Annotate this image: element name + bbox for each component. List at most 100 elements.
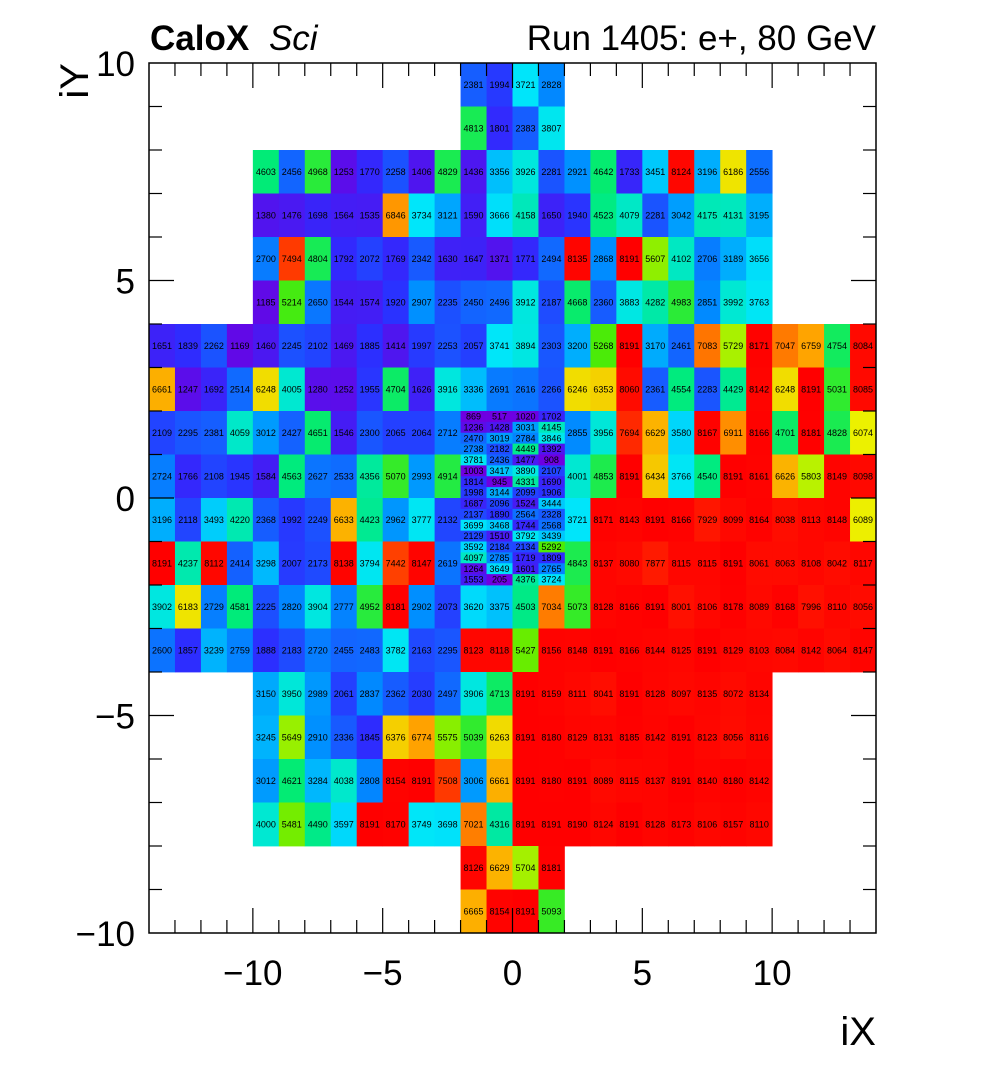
cell-value-label: 2061 xyxy=(334,689,354,699)
cell-value-label: 5427 xyxy=(515,645,535,655)
y-axis-label: iY xyxy=(53,63,97,99)
heatmap-cell xyxy=(512,150,539,194)
heatmap-fine-cell xyxy=(486,541,513,553)
heatmap-cell xyxy=(642,628,669,673)
heatmap-cell xyxy=(278,324,306,368)
cell-value-label: 8191 xyxy=(593,645,613,655)
cell-value-label: 2483 xyxy=(360,645,380,655)
heatmap-cell xyxy=(590,802,617,847)
heatmap-fine-cell xyxy=(486,574,513,586)
heatmap-cell xyxy=(824,454,851,499)
heatmap-fine-cell xyxy=(486,530,513,542)
cell-value-label: 2295 xyxy=(438,645,458,655)
cell-value-label: 2855 xyxy=(567,428,587,438)
fine-cell-value-label: 3846 xyxy=(541,433,561,443)
heatmap-cell xyxy=(382,367,410,412)
heatmap-cell xyxy=(642,498,669,542)
heatmap-cell xyxy=(356,150,384,194)
heatmap-cell xyxy=(149,454,176,499)
heatmap-cell xyxy=(330,411,358,455)
fine-cell-value-label: 2436 xyxy=(490,455,510,465)
heatmap-cell xyxy=(720,237,747,281)
heatmap-cell xyxy=(850,541,877,586)
heatmap-fine-cell xyxy=(486,498,513,510)
run-info: Run 1405: e+, 80 GeV xyxy=(527,19,877,58)
heatmap-cell xyxy=(278,237,306,281)
heatmap-cell xyxy=(226,411,254,455)
fine-cell-value-label: 1814 xyxy=(464,477,484,487)
cell-value-label: 2907 xyxy=(412,297,432,307)
heatmap-cell xyxy=(434,193,461,238)
cell-value-label: 2187 xyxy=(541,297,561,307)
heatmap-cell xyxy=(149,324,176,368)
heatmap-cell xyxy=(304,715,332,760)
heatmap-cell xyxy=(564,454,591,499)
heatmap-cell xyxy=(252,759,280,803)
heatmap-fine-cell xyxy=(460,421,487,434)
heatmap-cell xyxy=(590,541,617,586)
heatmap-cell xyxy=(356,628,384,673)
cell-value-label: 1169 xyxy=(230,341,249,351)
cell-value-label: 7021 xyxy=(464,819,484,829)
cell-value-label: 6661 xyxy=(490,776,510,786)
heatmap-cell xyxy=(382,541,410,586)
heatmap-cell xyxy=(668,541,695,586)
cell-value-label: 6629 xyxy=(490,863,510,873)
fine-cell-value-label: 2129 xyxy=(464,531,484,541)
cell-value-label: 7047 xyxy=(775,341,795,351)
cell-value-label: 7508 xyxy=(438,776,458,786)
heatmap-cell xyxy=(564,193,591,238)
heatmap-cell xyxy=(330,498,358,542)
cell-value-label: 2461 xyxy=(671,341,691,351)
cell-value-label: 4642 xyxy=(593,167,613,177)
heatmap-cell xyxy=(720,498,747,542)
cell-value-label: 8125 xyxy=(671,645,691,655)
cell-value-label: 4853 xyxy=(593,471,613,481)
cell-value-label: 4079 xyxy=(619,210,639,220)
heatmap-cell xyxy=(382,193,410,238)
heatmap-cell xyxy=(330,628,358,673)
cell-value-label: 4038 xyxy=(334,776,354,786)
heatmap-cell xyxy=(668,324,695,368)
cell-value-label: 1733 xyxy=(619,167,639,177)
heatmap-cell xyxy=(746,367,773,412)
heatmap-cell xyxy=(824,367,851,412)
heatmap-cell xyxy=(174,628,202,673)
cell-value-label: 4490 xyxy=(308,819,328,829)
heatmap-fine-cell xyxy=(538,411,565,423)
cell-value-label: 6846 xyxy=(386,210,406,220)
cell-value-label: 2450 xyxy=(464,297,484,307)
cell-value-label: 1584 xyxy=(256,471,276,481)
cell-value-label: 8041 xyxy=(593,689,613,699)
heatmap-cell xyxy=(798,411,825,455)
heatmap-cell xyxy=(642,367,669,412)
heatmap-cell xyxy=(356,237,384,281)
cell-value-label: 6626 xyxy=(775,471,795,481)
cell-value-label: 3451 xyxy=(645,167,665,177)
cell-value-label: 4813 xyxy=(464,123,484,133)
cell-value-label: 8135 xyxy=(697,689,717,699)
cell-value-label: 8154 xyxy=(386,776,406,786)
heatmap-fine-cell xyxy=(460,563,487,575)
cell-value-label: 8061 xyxy=(749,558,769,568)
heatmap-cell xyxy=(356,802,384,847)
fine-cell-value-label: 2182 xyxy=(490,444,510,454)
heatmap-cell xyxy=(616,324,643,368)
cell-value-label: 3763 xyxy=(749,297,769,307)
heatmap-cell xyxy=(746,237,773,281)
heatmap-cell xyxy=(694,541,721,586)
heatmap-cell xyxy=(408,411,436,455)
heatmap-cell xyxy=(746,541,773,586)
cell-value-label: 2072 xyxy=(360,254,380,264)
heatmap-cell xyxy=(512,759,539,803)
heatmap-cell xyxy=(278,541,306,586)
cell-value-label: 8180 xyxy=(541,776,561,786)
heatmap-cell xyxy=(460,106,487,151)
heatmap-cell xyxy=(304,498,332,542)
heatmap-cell xyxy=(278,193,306,238)
cell-value-label: 2108 xyxy=(204,471,224,481)
cell-value-label: 1476 xyxy=(282,210,302,220)
heatmap-cell xyxy=(746,150,773,194)
cell-value-label: 5070 xyxy=(386,471,406,481)
heatmap-cell xyxy=(252,541,280,586)
